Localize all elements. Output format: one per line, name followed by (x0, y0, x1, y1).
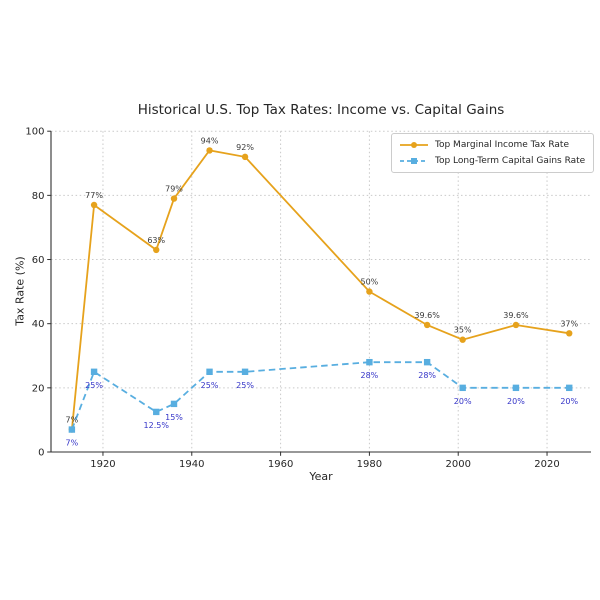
data-point-marker (90, 201, 98, 209)
y-tick-label: 80 (32, 191, 45, 202)
axes: 1920 1940 1960 1980 2000 2020 0 20 40 60 80 100 (25, 127, 591, 470)
point-label: 79% (165, 185, 183, 194)
point-label: 50% (361, 278, 379, 287)
point-label: 20% (560, 397, 578, 406)
legend-item-income: Top Marginal Income Tax Rate (399, 137, 585, 152)
point-label: 77% (85, 191, 103, 200)
point-label: 12.5% (144, 421, 170, 430)
x-axis-label: Year (309, 470, 333, 483)
legend-label-capital-gains: Top Long-Term Capital Gains Rate (435, 155, 586, 166)
x-tick-label: 1940 (179, 459, 204, 470)
y-tick-label: 0 (38, 448, 44, 459)
data-point-marker (170, 195, 178, 202)
data-point-marker (566, 384, 573, 392)
capital-gains-line-icon (400, 157, 428, 164)
x-tick-label: 1920 (90, 459, 115, 470)
point-label: 28% (361, 371, 379, 380)
point-label: 7% (66, 439, 79, 448)
point-label: 39.6% (503, 311, 529, 320)
series-line (71, 361, 570, 430)
data-point-marker (206, 147, 213, 154)
point-label: 35% (454, 326, 472, 335)
point-label: 25% (85, 381, 103, 390)
data-point-marker (512, 321, 520, 329)
point-label: 94% (201, 136, 219, 145)
data-point-marker (423, 358, 431, 366)
gridlines (51, 130, 591, 453)
point-label: 15% (165, 413, 183, 422)
data-point-marker (423, 321, 431, 329)
point-label: 92% (236, 143, 254, 152)
data-point-marker (68, 426, 76, 433)
x-tick-label: 2020 (534, 459, 559, 470)
data-point-marker (153, 246, 160, 254)
income-line-icon (400, 141, 428, 148)
data-point-marker (241, 153, 249, 161)
y-tick-label: 40 (32, 319, 45, 330)
y-tick-label: 20 (32, 383, 45, 394)
x-tick-label: 2000 (445, 459, 470, 470)
point-label: 7% (66, 416, 79, 425)
chart-title: Historical U.S. Top Tax Rates: Income vs… (137, 102, 505, 118)
legend: Top Marginal Income Tax Rate Top Long-Te… (391, 133, 595, 173)
x-tick-label: 1980 (357, 459, 382, 470)
legend-item-capital-gains: Top Long-Term Capital Gains Rate (399, 153, 585, 168)
point-label: 39.6% (414, 311, 440, 320)
point-label: 20% (454, 397, 472, 406)
series-capital-gains (68, 358, 573, 433)
y-tick-label: 60 (32, 255, 45, 266)
point-label: 20% (507, 397, 525, 406)
data-point-marker (459, 336, 466, 343)
data-point-marker (366, 358, 373, 366)
data-point-marker (170, 400, 178, 408)
data-point-marker (206, 368, 213, 375)
y-axis-label: Tax Rate (%) (13, 256, 27, 326)
data-point-marker (153, 408, 160, 416)
data-point-marker (241, 368, 249, 375)
data-point-marker (459, 384, 466, 392)
x-tick-label: 1960 (268, 459, 293, 470)
point-label: 37% (560, 319, 578, 328)
series-income (68, 147, 573, 433)
point-labels: 7% 77% 63% 79% 94% 92% 50% 39.6% 35% 39.6% 37% 7% 25… (66, 136, 579, 447)
point-label: 63% (147, 236, 165, 245)
data-point-marker (512, 384, 520, 392)
point-label: 25% (201, 381, 219, 390)
data-point-marker (366, 288, 373, 295)
data-point-marker (566, 330, 573, 337)
data-point-marker (90, 368, 98, 375)
point-label: 28% (418, 371, 436, 380)
point-label: 25% (236, 381, 254, 390)
y-tick-label: 100 (25, 127, 44, 138)
legend-label-income: Top Marginal Income Tax Rate (435, 139, 569, 150)
